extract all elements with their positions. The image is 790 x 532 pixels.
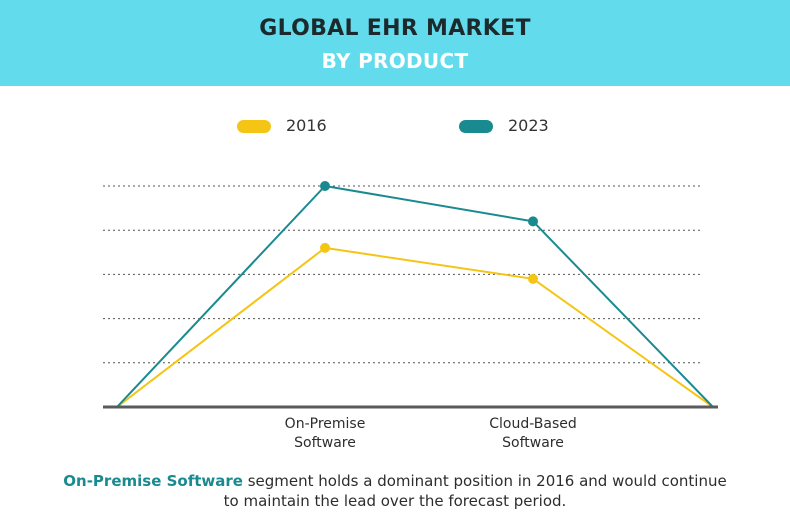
footer-highlight: On-Premise Software <box>63 472 243 490</box>
data-point-2016-2 <box>528 273 538 284</box>
legend-label-2023: 2023 <box>508 116 549 135</box>
chart-subtitle: BY PRODUCT <box>321 49 469 73</box>
x-tick-label-2-1: Software <box>502 435 564 451</box>
x-tick-label-1-0: On-Premise <box>285 416 366 432</box>
title-banner <box>0 0 790 86</box>
footer-text-line1: segment holds a dominant position in 201… <box>242 472 727 490</box>
legend-swatch-2016 <box>237 120 271 133</box>
data-point-2016-1 <box>320 242 330 253</box>
footer-caption: On-Premise Software segment holds a domi… <box>20 471 770 511</box>
data-point-2023-1 <box>320 181 330 191</box>
line-chart: On-Premise Software Cloud-Based Software <box>103 181 718 451</box>
series-line-2016 <box>116 246 714 408</box>
series-line-2023 <box>116 185 714 408</box>
x-tick-label-1-1: Software <box>294 435 356 451</box>
chart-title: GLOBAL EHR MARKET <box>259 16 531 41</box>
x-tick-label-2-0: Cloud-Based <box>489 416 577 432</box>
legend-label-2016: 2016 <box>286 116 327 135</box>
footer-text-line2: to maintain the lead over the forecast p… <box>223 492 567 510</box>
legend-swatch-2023 <box>459 120 493 133</box>
data-point-2023-2 <box>528 216 538 227</box>
